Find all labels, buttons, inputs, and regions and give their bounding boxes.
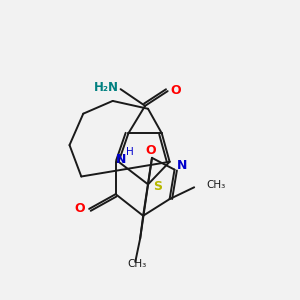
Text: N: N <box>177 159 188 172</box>
Text: O: O <box>74 202 85 215</box>
Text: CH₃: CH₃ <box>128 259 147 269</box>
Text: H: H <box>125 147 133 157</box>
Text: O: O <box>170 84 181 97</box>
Text: H₂N: H₂N <box>94 81 119 94</box>
Text: CH₃: CH₃ <box>206 180 225 190</box>
Text: O: O <box>146 145 156 158</box>
Text: S: S <box>153 180 162 193</box>
Text: N: N <box>116 153 127 166</box>
